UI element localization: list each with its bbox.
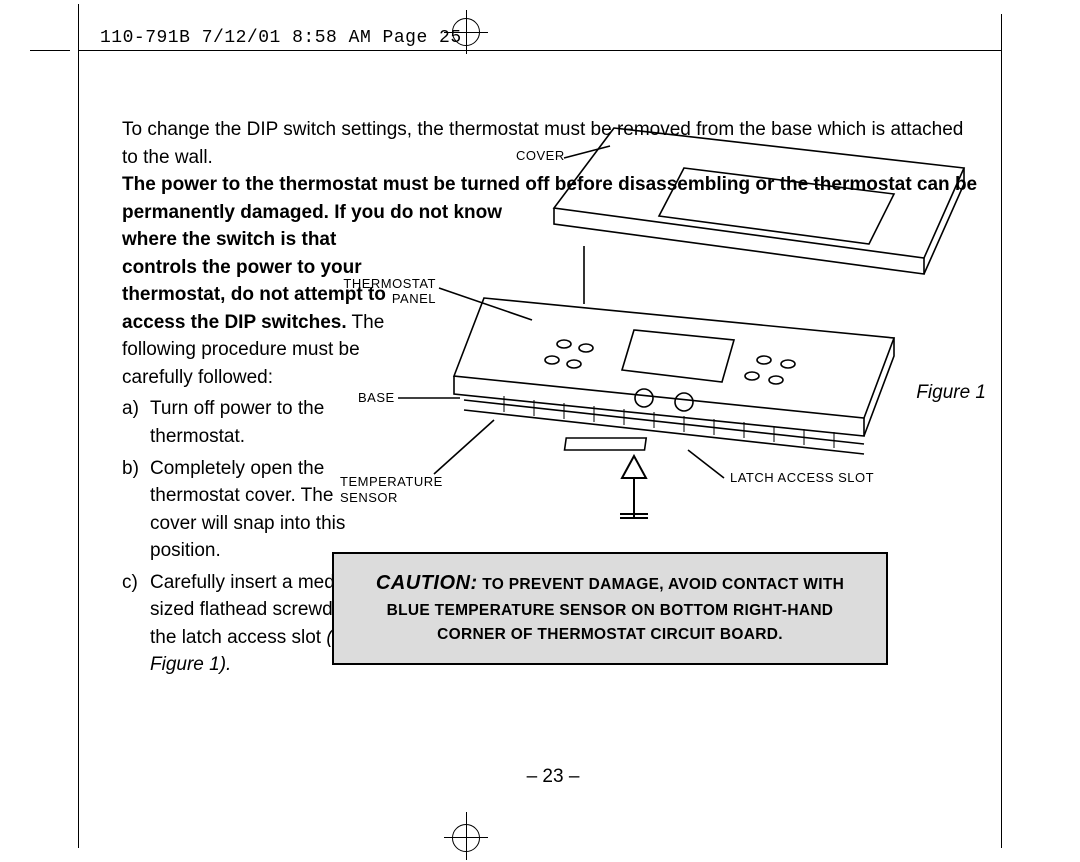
- label-latch: LATCH ACCESS SLOT: [730, 470, 874, 485]
- list-letter: a): [122, 395, 150, 450]
- label-panel: THERMOSTAT PANEL: [306, 276, 436, 306]
- reg-mark: [452, 824, 480, 852]
- page-content: To change the DIP switch settings, the t…: [122, 116, 984, 782]
- body-text: carefully followed:: [122, 367, 273, 388]
- page-frame: [78, 14, 79, 848]
- figure-caption: Figure 1: [916, 382, 986, 404]
- warning-text: where the switch is that: [122, 226, 336, 254]
- list-letter: b): [122, 455, 150, 565]
- list-text: Completely open the thermostat cover. Th…: [150, 455, 372, 565]
- body-text: following procedure must be: [122, 336, 360, 364]
- crop-mark: [30, 50, 70, 51]
- warning-text: access the DIP switches.: [122, 312, 347, 333]
- caution-box: CAUTION: TO PREVENT DAMAGE, AVOID CONTAC…: [332, 552, 888, 665]
- doc-header: 110-791B 7/12/01 8:58 AM Page 25: [100, 28, 462, 48]
- list-letter: c): [122, 569, 150, 679]
- label-base: BASE: [358, 390, 395, 405]
- page-frame: [78, 50, 1002, 51]
- list-text: Turn off power to the thermostat.: [150, 395, 372, 450]
- caution-title: CAUTION:: [376, 572, 478, 594]
- label-sensor: TEMPERATURE: [340, 474, 443, 489]
- label-sensor: SENSOR: [340, 490, 398, 505]
- thermostat-diagram: [364, 98, 1004, 528]
- label-cover: COVER: [516, 148, 565, 163]
- figure-1: COVER THERMOSTAT PANEL BASE TEMPERATURE …: [364, 98, 1004, 528]
- page-number: – 23 –: [122, 766, 984, 788]
